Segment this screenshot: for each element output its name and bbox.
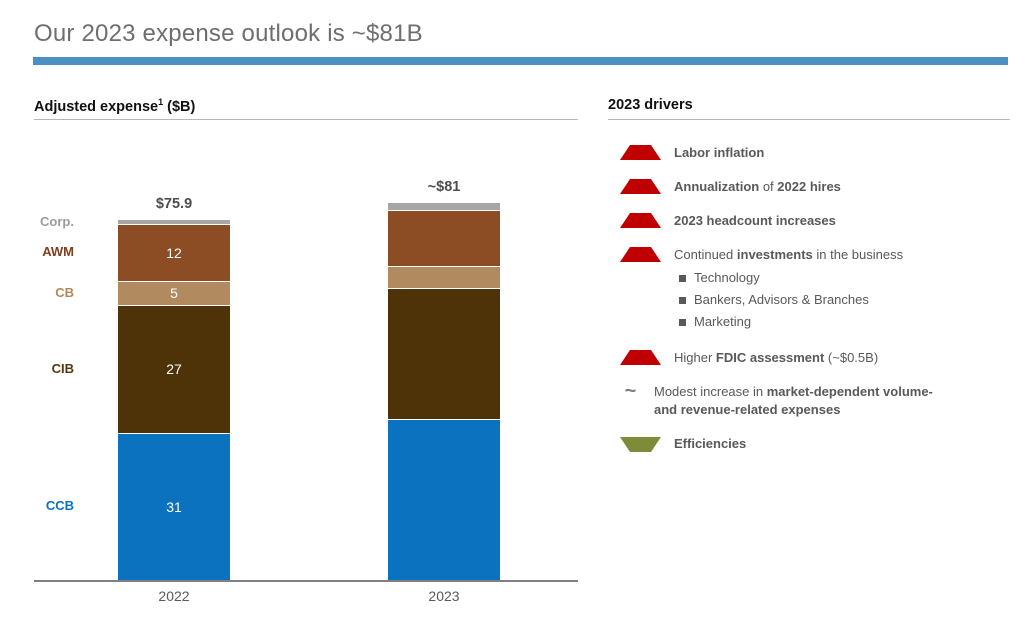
driver-text-line: Modest increase in market-dependent volu… <box>654 383 994 419</box>
driver-text-run: 2023 headcount increases <box>674 213 836 228</box>
segment-legend-label-ccb: CCB <box>45 498 74 514</box>
driver-text: 2023 headcount increases <box>674 212 1010 230</box>
driver-sub-item: Technology <box>679 267 1010 289</box>
bar-2022: 31 27 5 12 $75.9 2022 <box>118 196 230 604</box>
driver-text-line: Labor inflation <box>674 144 1010 162</box>
segment-value-label: 12 <box>166 244 182 261</box>
square-bullet-icon <box>679 274 686 282</box>
title-accent-rule <box>33 57 1008 65</box>
driver-text-line: Efficiencies <box>674 435 1010 453</box>
segment-legend-label-cb: CB <box>55 284 74 300</box>
driver-text-run: 2022 hires <box>777 179 841 194</box>
driver-text-run: FDIC assessment <box>715 350 825 365</box>
driver-item: Annualization of 2022 hires <box>608 178 1010 196</box>
stacked-bar-chart: 31 27 5 12 $75.9 2022 ~$81 2023 CCB CIB CB AWM Corp. <box>34 130 578 604</box>
drivers-list: Labor inflation Annualization of 2022 hir… <box>608 144 1010 469</box>
bar-segment-corp-2022 <box>118 219 230 224</box>
x-axis-label-2022: 2022 <box>158 588 190 604</box>
chart-title: Adjusted expense1 ($B) <box>34 97 195 115</box>
driver-text: Annualization of 2022 hires <box>674 178 1010 196</box>
bar-2023: ~$81 2023 <box>388 179 500 604</box>
chart-title-footnote-marker: 1 <box>158 97 164 107</box>
driver-item: Efficiencies <box>608 435 1010 453</box>
x-axis-line <box>34 580 578 582</box>
bar-segment-awm-2022: 12 <box>118 223 230 281</box>
driver-text-run: market-dependent volume- <box>766 384 933 399</box>
bar-segment-cb-2023 <box>388 265 500 288</box>
driver-text-line: Annualization of 2022 hires <box>674 178 1010 196</box>
bar-segment-awm-2023 <box>388 209 500 266</box>
up-triangle-icon <box>620 247 661 262</box>
page-title: Our 2023 expense outlook is ~$81B <box>34 20 423 47</box>
driver-sub-item: Marketing <box>679 311 1010 333</box>
driver-item: ~ Modest increase in market-dependent vol… <box>608 380 1010 419</box>
up-triangle-icon <box>620 213 661 228</box>
driver-item: Continued investments in the business Tec… <box>608 246 1010 333</box>
bar-total-label: ~$81 <box>427 179 461 196</box>
driver-sub-label: Marketing <box>694 314 752 329</box>
bar-segment-cb-2022: 5 <box>118 280 230 305</box>
driver-text-run: Annualization <box>674 179 760 194</box>
driver-text: Higher FDIC assessment (~$0.5B) <box>674 349 1010 367</box>
bar-segment-cib-2023 <box>388 287 500 419</box>
up-triangle-icon <box>620 179 661 194</box>
chart-title-text: Adjusted expense <box>34 98 159 115</box>
up-triangle-icon <box>620 350 661 365</box>
driver-text-line: Continued investments in the business <box>674 246 1010 264</box>
driver-text: Continued investments in the business Tec… <box>674 246 1010 333</box>
driver-text-run: of <box>759 179 778 194</box>
driver-item: 2023 headcount increases <box>608 212 1010 230</box>
bar-segment-ccb-2022: 31 <box>118 432 230 580</box>
driver-item: Higher FDIC assessment (~$0.5B) <box>608 349 1010 367</box>
segment-legend-label-corp: Corp. <box>40 213 74 229</box>
drivers-title: 2023 drivers <box>608 97 693 113</box>
segment-value-label: 5 <box>170 285 178 302</box>
square-bullet-icon <box>679 296 686 304</box>
driver-text-run: investments <box>736 247 813 262</box>
bar-total-label: $75.9 <box>155 196 193 213</box>
right-header-rule <box>608 119 1010 120</box>
left-header-rule <box>34 119 578 120</box>
driver-sub-list: Technology Bankers, Advisors & Branches Ma… <box>674 267 1010 333</box>
driver-sub-item: Bankers, Advisors & Branches <box>679 289 1010 311</box>
driver-text: Labor inflation <box>674 144 1010 162</box>
segment-value-label: 27 <box>166 361 182 378</box>
down-triangle-icon <box>620 437 661 452</box>
bar-segment-corp-2023 <box>388 202 500 210</box>
segment-legend-label-awm: AWM <box>42 244 74 260</box>
up-triangle-icon <box>620 145 661 160</box>
driver-sub-label: Bankers, Advisors & Branches <box>694 292 869 307</box>
driver-text-run: (~$0.5B) <box>824 350 879 365</box>
tilde-icon: ~ <box>624 380 637 402</box>
chart-title-units: ($B) <box>163 98 196 115</box>
driver-text-run: in the business <box>812 247 904 262</box>
driver-text-line: Higher FDIC assessment (~$0.5B) <box>674 349 1010 367</box>
driver-text-run: and revenue-related expenses <box>654 402 841 417</box>
driver-text: Efficiencies <box>674 435 1010 453</box>
driver-text-run: Efficiencies <box>674 436 747 451</box>
segment-legend-label-cib: CIB <box>51 360 74 376</box>
driver-text-run: Labor inflation <box>674 145 765 160</box>
x-axis-label-2023: 2023 <box>428 588 460 604</box>
segment-value-label: 31 <box>166 498 182 515</box>
driver-item: Labor inflation <box>608 144 1010 162</box>
driver-text: Modest increase in market-dependent volu… <box>654 383 994 419</box>
driver-sub-label: Technology <box>694 270 760 285</box>
bar-segment-cib-2022: 27 <box>118 304 230 433</box>
driver-text-run: Higher <box>674 350 716 365</box>
bar-segment-ccb-2023 <box>388 418 500 580</box>
driver-text-run: Modest increase in <box>654 384 767 399</box>
driver-text-line: 2023 headcount increases <box>674 212 1010 230</box>
driver-text-run: Continued <box>674 247 737 262</box>
square-bullet-icon <box>679 318 686 326</box>
